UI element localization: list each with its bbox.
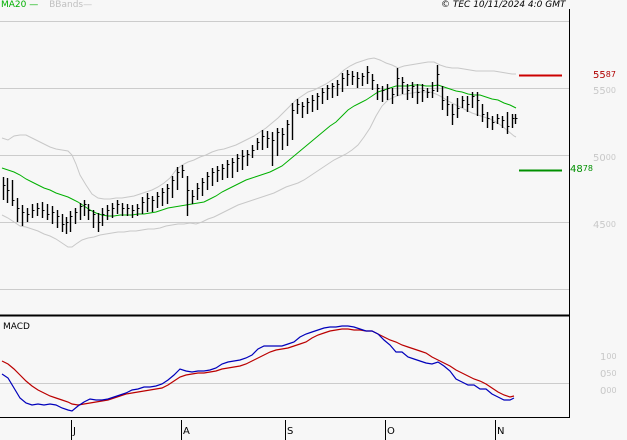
copyright-timestamp: © TEC 10/11/2024 4:0 GMT	[441, 0, 566, 10]
macd-title: MACD	[3, 322, 30, 332]
price-label-4500: 4500	[593, 220, 616, 231]
month-label-aug: A	[183, 426, 190, 437]
macd-label-050: 050	[600, 369, 617, 380]
macd-line	[1, 325, 515, 412]
month-label-oct: O	[387, 426, 395, 437]
month-ticks	[71, 420, 496, 440]
macd-label-100: 100	[600, 352, 617, 363]
price-label-5500: 5500	[593, 86, 616, 97]
month-label-jul: J	[73, 426, 76, 437]
price-grid	[0, 21, 569, 290]
macd-label-000: 000	[600, 386, 617, 397]
bband-lower-line	[1, 91, 517, 248]
indicator-legend: MA20 — BBands—	[1, 0, 92, 11]
resistance-label: 5587	[593, 70, 616, 81]
support-label: 4878	[570, 164, 593, 175]
month-label-nov: N	[497, 426, 505, 437]
macd-signal-line	[1, 328, 515, 406]
month-label-sep: S	[287, 426, 294, 437]
legend-bbands: BBands—	[49, 0, 93, 10]
legend-ma20: MA20 —	[1, 0, 39, 10]
ma20-line	[1, 84, 517, 217]
ohlc-bars	[2, 65, 518, 234]
price-label-5000: 5000	[593, 153, 616, 164]
bband-upper-line	[1, 57, 516, 200]
